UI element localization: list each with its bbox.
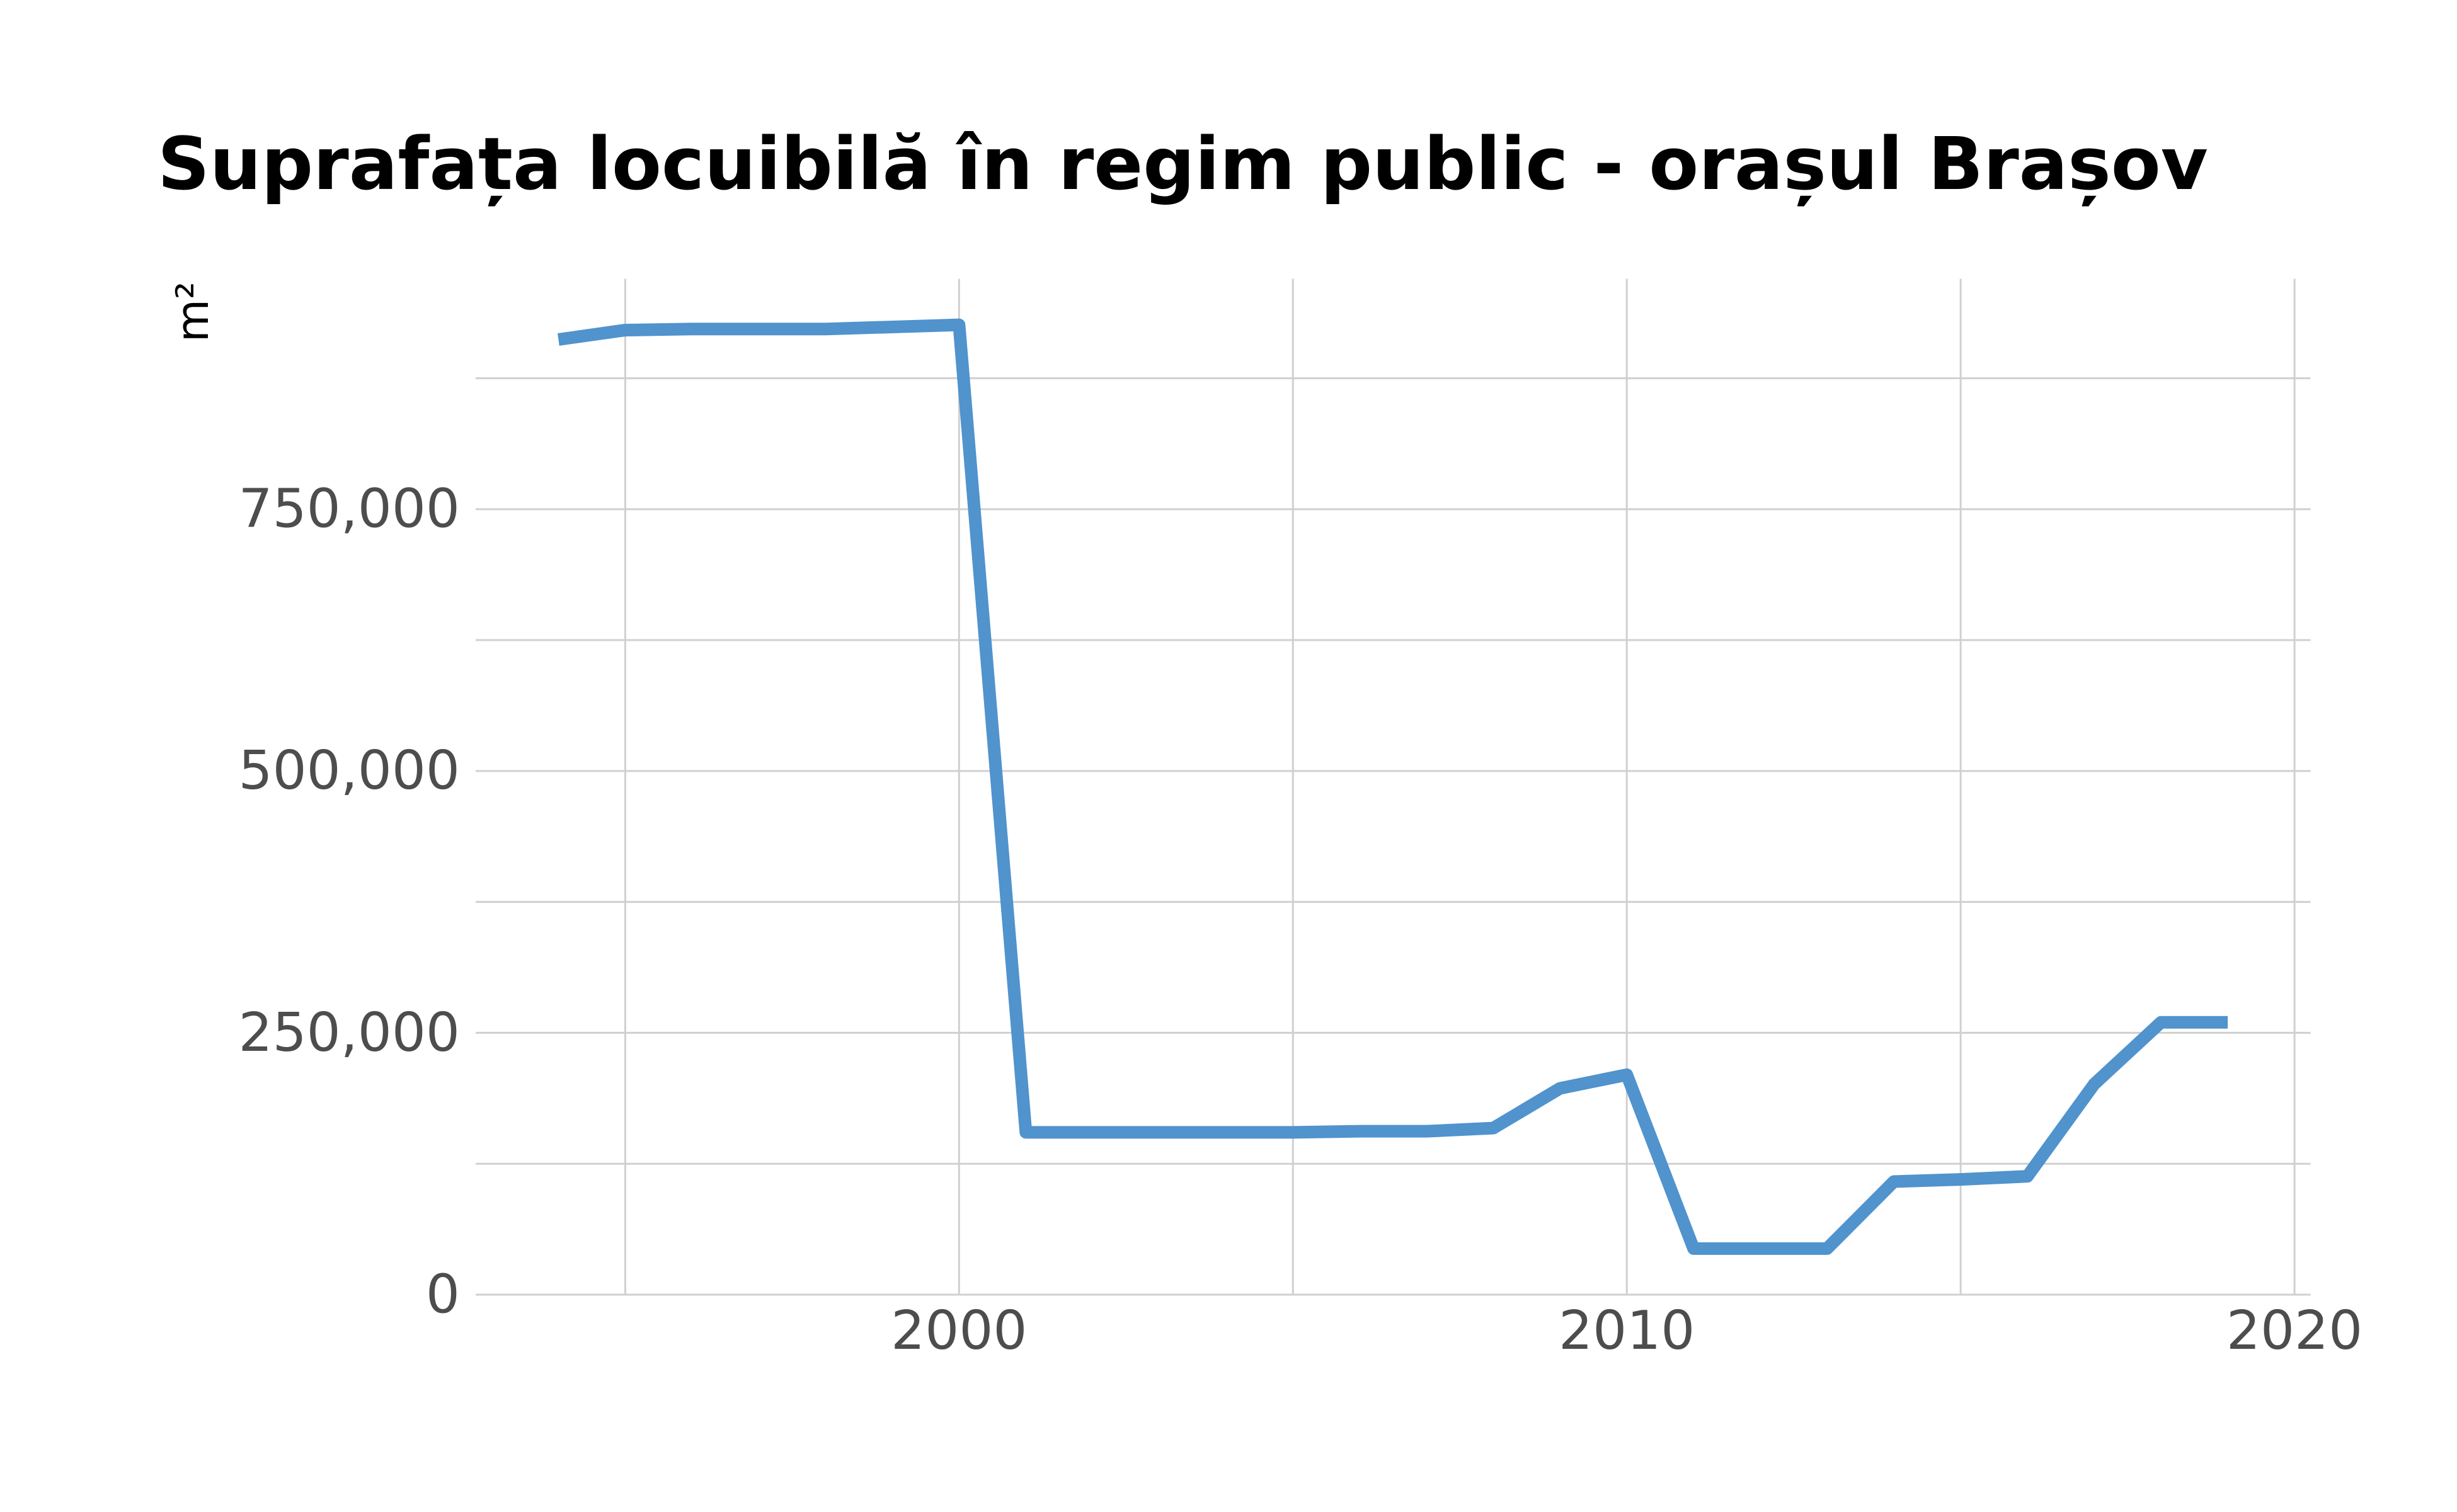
y-tick-label: 0 xyxy=(426,1263,460,1326)
chart-title: Suprafața locuibilă în regim public - or… xyxy=(158,122,2208,207)
x-tick-label: 2010 xyxy=(1559,1300,1695,1362)
data-line xyxy=(558,318,2228,1255)
y-tick-label: 250,000 xyxy=(239,1002,460,1064)
plot-area: 0 250,000 500,000 750,000 2000 2010 2020 xyxy=(239,278,2362,1362)
x-tick-label: 2000 xyxy=(891,1300,1027,1362)
y-tick-label: 750,000 xyxy=(239,478,460,541)
y-axis-label: m² xyxy=(167,282,219,342)
x-tick-label: 2020 xyxy=(2226,1300,2362,1362)
y-tick-label: 500,000 xyxy=(239,740,460,802)
